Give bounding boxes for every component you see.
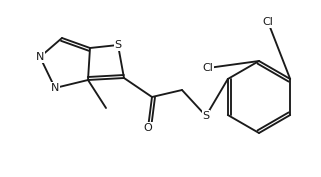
Text: S: S xyxy=(203,111,210,121)
Text: N: N xyxy=(36,52,44,62)
Text: N: N xyxy=(51,83,59,93)
Text: O: O xyxy=(143,123,152,133)
Text: Cl: Cl xyxy=(263,17,273,27)
Text: S: S xyxy=(115,40,122,50)
Text: Cl: Cl xyxy=(203,63,213,73)
